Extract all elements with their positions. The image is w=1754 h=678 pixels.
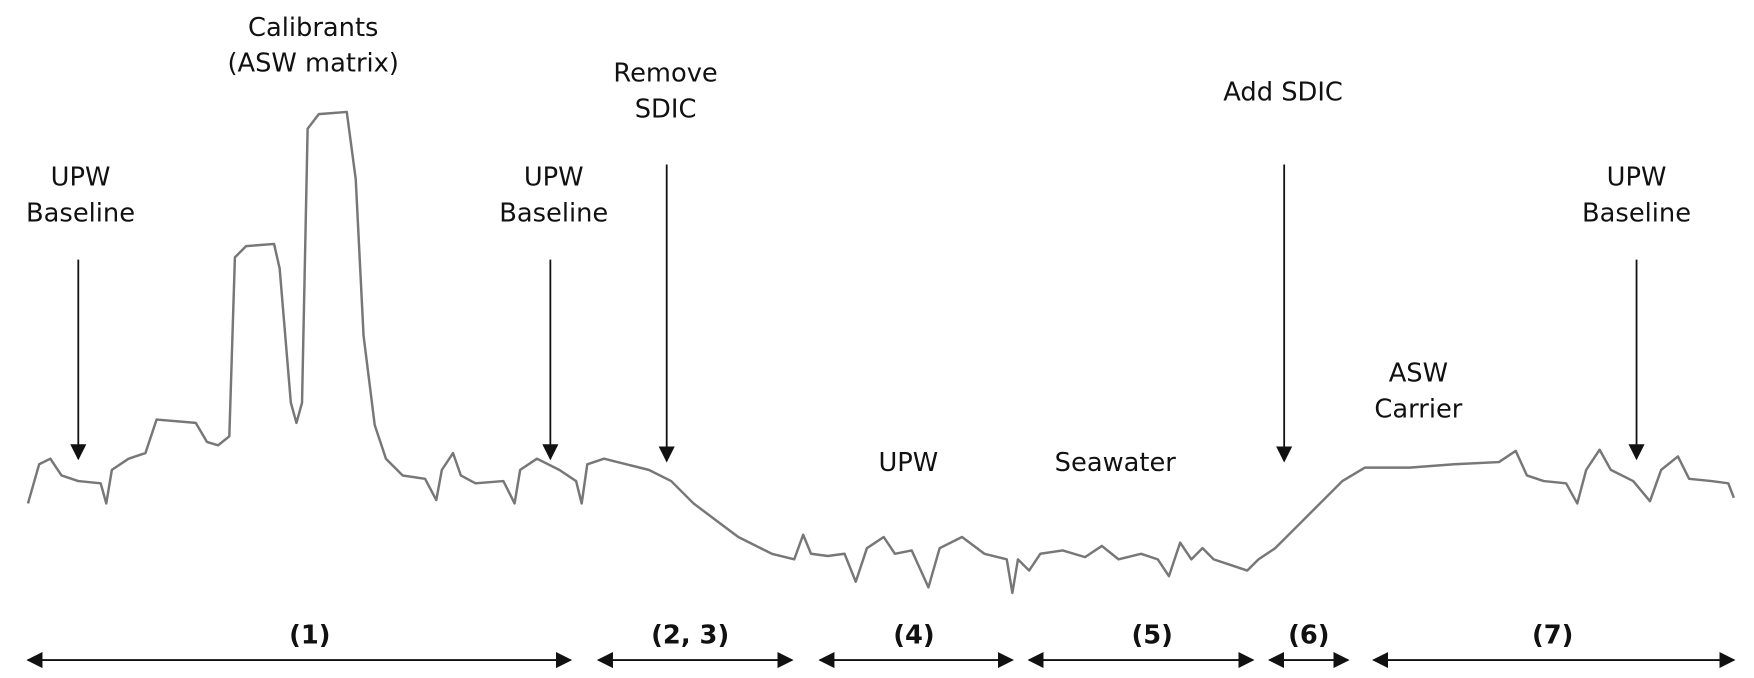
- annotation-line: Remove: [613, 59, 717, 89]
- segment-label: (2, 3): [651, 620, 729, 650]
- annotation: UPW Baseline: [499, 163, 608, 229]
- annotation-line: Carrier: [1374, 394, 1462, 424]
- annotation-line: SDIC: [635, 95, 697, 125]
- segment-label: (1): [289, 620, 330, 650]
- annotation-line: Seawater: [1055, 448, 1177, 478]
- annotation: UPW: [878, 448, 938, 478]
- annotation-line: UPW: [878, 448, 938, 478]
- annotation-line: UPW: [524, 163, 584, 193]
- annotation-line: Calibrants: [248, 13, 378, 43]
- annotation-line: Baseline: [26, 199, 135, 229]
- annotation-line: Baseline: [499, 199, 608, 229]
- annotation: Seawater: [1055, 448, 1177, 478]
- segment-label: (7): [1532, 620, 1573, 650]
- annotation: ASW Carrier: [1374, 359, 1462, 425]
- annotation: Calibrants (ASW matrix): [227, 13, 398, 79]
- segment-label: (6): [1288, 620, 1329, 650]
- pointer-arrows: [70, 164, 1645, 463]
- segments: (1) (2, 3) (4) (5) (6) (7): [26, 620, 1736, 669]
- annotation-line: UPW: [51, 163, 111, 193]
- annotation: Add SDIC: [1223, 78, 1343, 108]
- segment-label: (5): [1131, 620, 1172, 650]
- annotation-line: UPW: [1607, 163, 1667, 193]
- annotation-line: ASW: [1389, 359, 1448, 389]
- signal-trace: [26, 110, 1736, 595]
- annotation: Remove SDIC: [613, 59, 717, 125]
- segment-label: (4): [893, 620, 934, 650]
- annotation: UPW Baseline: [1582, 163, 1691, 229]
- annotation-line: (ASW matrix): [227, 49, 398, 79]
- annotation-line: Baseline: [1582, 199, 1691, 229]
- annotation: UPW Baseline: [26, 163, 135, 229]
- annotation-line: Add SDIC: [1223, 78, 1343, 108]
